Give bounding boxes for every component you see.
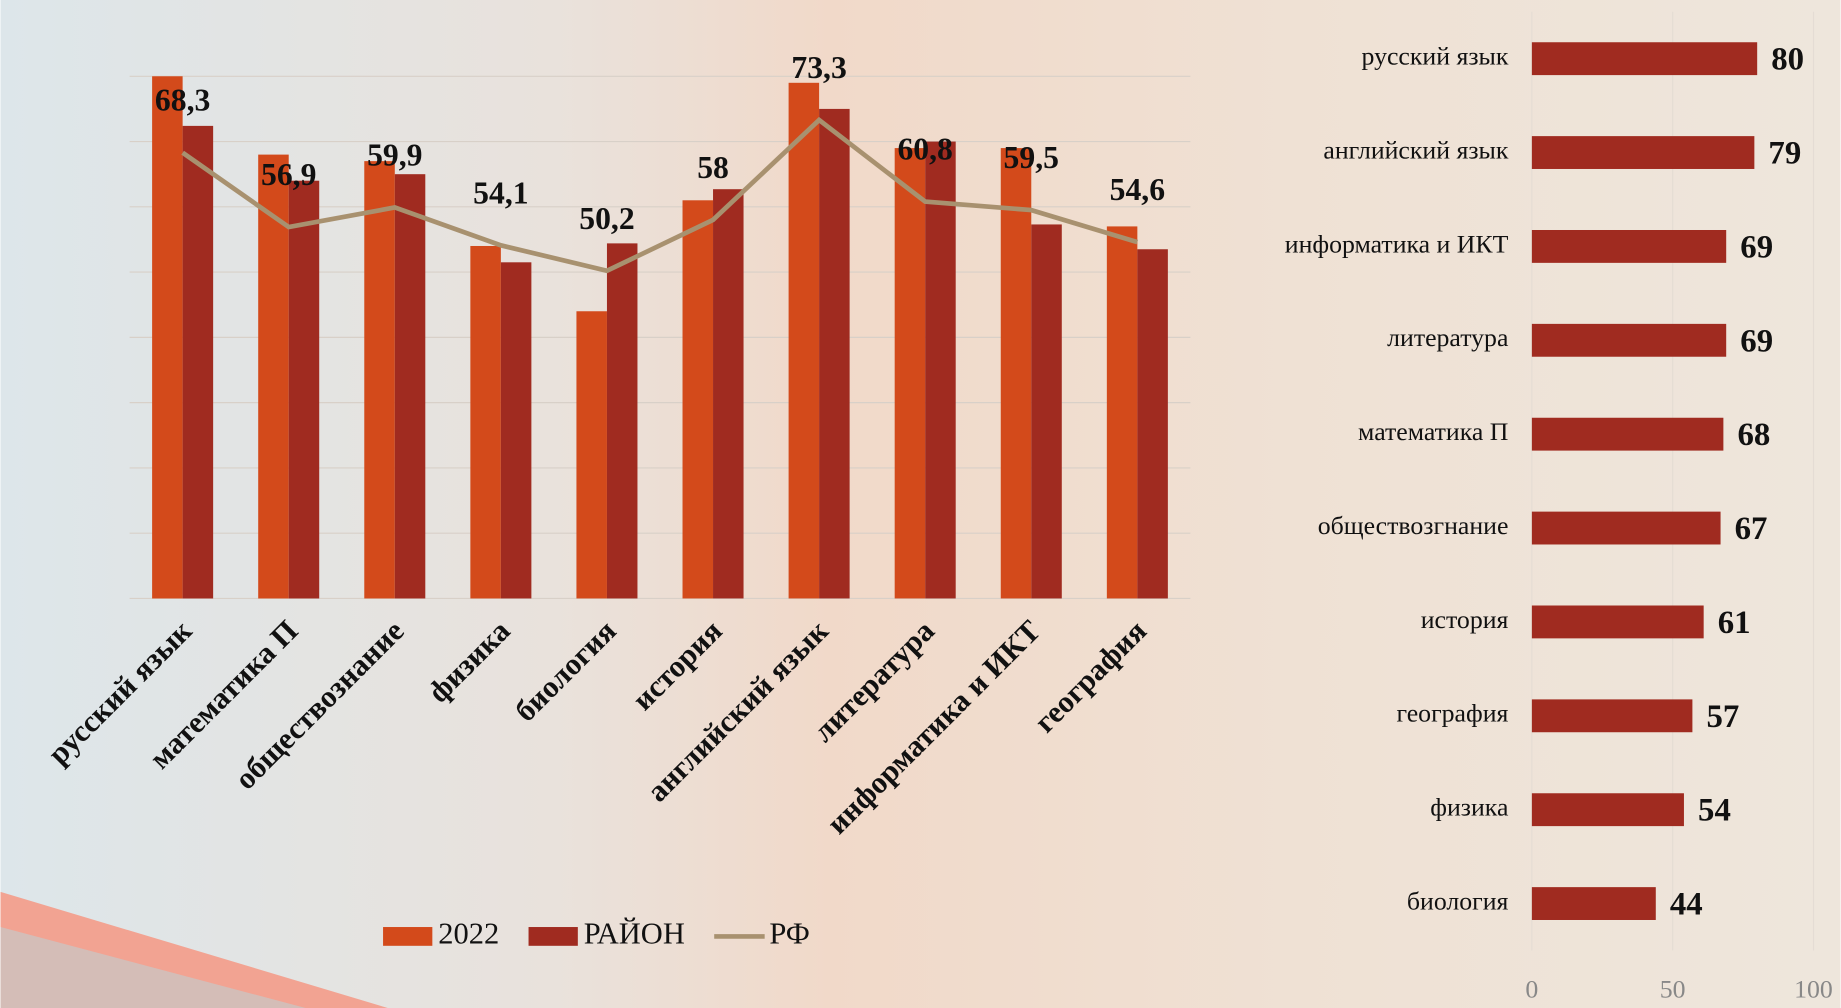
x-tick-label: 100 <box>1794 974 1833 1003</box>
bar <box>1031 224 1062 598</box>
data-label: 69 <box>1740 323 1773 359</box>
y-tick-label: история <box>1421 605 1509 634</box>
bar <box>789 83 820 599</box>
bar <box>1532 699 1693 732</box>
legend-label: РФ <box>769 916 810 950</box>
data-label: 60,8 <box>897 132 952 167</box>
bar <box>1532 887 1656 920</box>
chart: 68,3 56,9 59,9 54,1 50,2 58 73,3 60,8 59,5 54,6 ру… <box>0 0 1841 1008</box>
data-label: 59,5 <box>1004 140 1059 175</box>
bar <box>1532 793 1684 826</box>
y-tick-label: обществозгнание <box>1318 511 1509 540</box>
bar <box>683 200 714 598</box>
bar <box>152 76 183 598</box>
bar <box>1532 512 1721 545</box>
data-label: 69 <box>1740 229 1773 265</box>
bar <box>1532 42 1757 75</box>
bar <box>470 246 501 598</box>
bar <box>895 148 926 598</box>
bar <box>1532 418 1724 451</box>
data-label: 57 <box>1706 699 1739 735</box>
bar <box>1532 230 1726 263</box>
y-tick-label: биология <box>1407 886 1509 915</box>
data-label: 79 <box>1768 136 1801 172</box>
bar <box>395 174 426 598</box>
data-label: 54 <box>1698 793 1731 829</box>
data-label: 80 <box>1771 42 1804 78</box>
bar <box>289 181 320 599</box>
y-tick-label: математика П <box>1358 417 1508 446</box>
legend-label: РАЙОН <box>584 916 685 950</box>
y-tick-label: информатика и ИКТ <box>1285 229 1509 258</box>
bar <box>501 262 532 598</box>
bar <box>1001 148 1032 598</box>
data-label: 68 <box>1737 417 1770 453</box>
bar <box>1532 606 1704 639</box>
bar <box>1137 249 1168 598</box>
y-tick-label: литература <box>1387 323 1509 352</box>
bar <box>819 109 850 599</box>
bar <box>607 243 638 598</box>
y-tick-label: география <box>1396 699 1508 728</box>
legend-swatch <box>529 927 578 946</box>
data-label: 67 <box>1735 511 1768 547</box>
legend-label: 2022 <box>438 916 499 950</box>
data-label: 44 <box>1670 887 1703 923</box>
data-label: 58 <box>697 150 729 185</box>
bar <box>576 311 607 598</box>
bar <box>183 126 214 599</box>
data-label: 61 <box>1718 605 1751 641</box>
y-tick-label: физика <box>1430 793 1509 822</box>
legend-swatch <box>383 927 432 946</box>
data-label: 50,2 <box>579 201 634 236</box>
bar <box>925 142 956 599</box>
data-label: 59,9 <box>367 137 422 172</box>
bar <box>364 161 395 598</box>
y-tick-label: английский язык <box>1323 135 1508 164</box>
bar <box>1532 324 1726 357</box>
x-tick-label: 50 <box>1660 974 1686 1003</box>
bar <box>1107 226 1138 598</box>
bar <box>713 189 744 598</box>
page: {"chart_data": [ {"type": "bar", "catego… <box>0 0 1841 1008</box>
data-label: 54,1 <box>473 175 528 210</box>
data-label: 68,3 <box>155 83 210 118</box>
data-label: 56,9 <box>261 157 316 192</box>
data-label: 54,6 <box>1110 172 1165 207</box>
x-tick-label: 0 <box>1525 974 1538 1003</box>
data-label: 73,3 <box>791 50 846 85</box>
bar <box>1532 136 1754 169</box>
y-tick-label: русский язык <box>1362 42 1509 71</box>
